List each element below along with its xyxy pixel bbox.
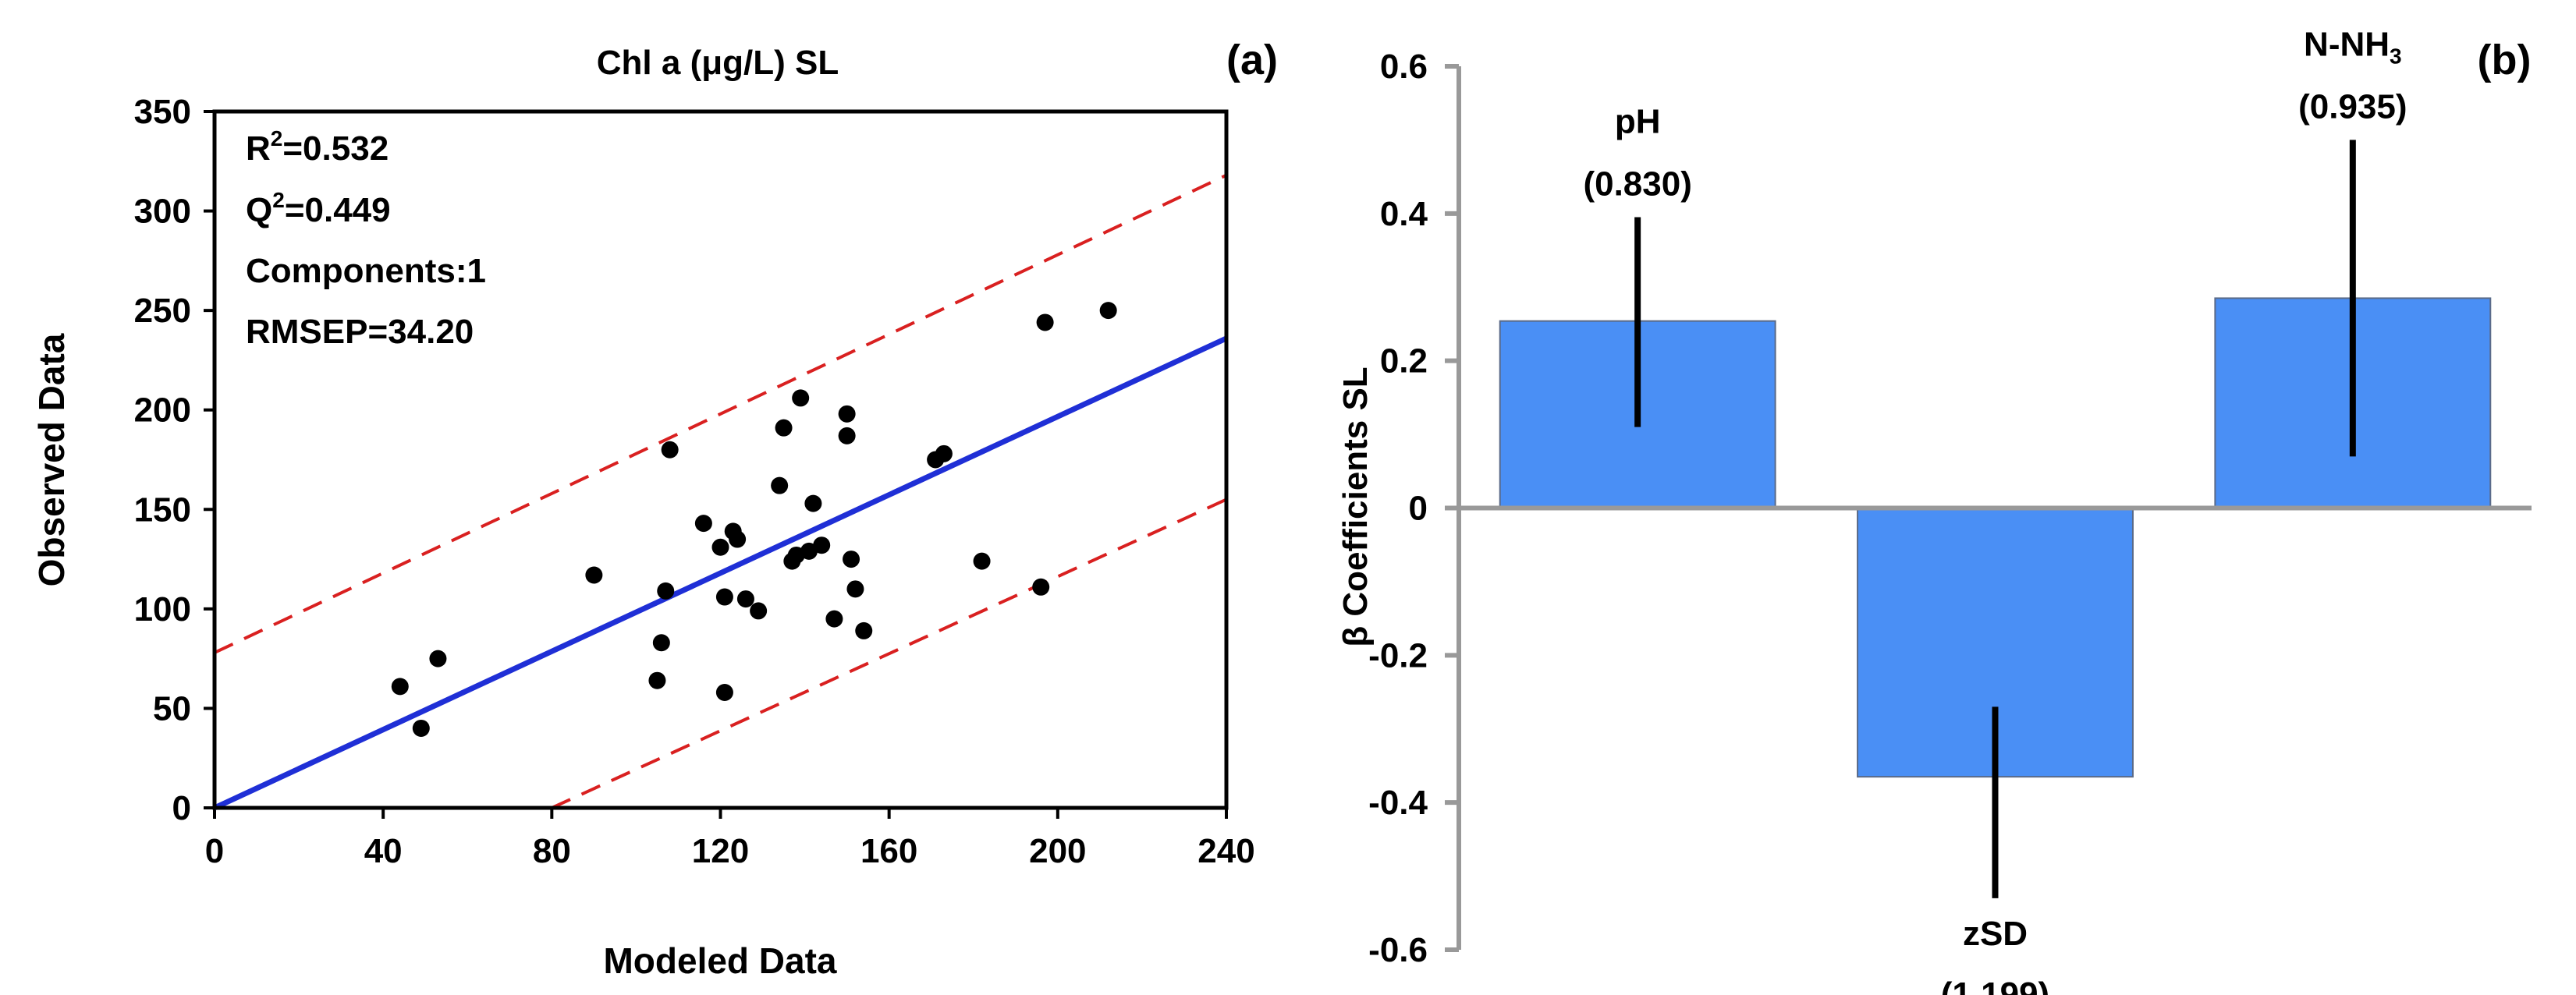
scatter-x-tick-label: 0: [205, 832, 224, 870]
bar-y-tick-label: 0.2: [1380, 342, 1428, 381]
panel-label-a: (a): [1226, 37, 1278, 83]
r2-superscript: 2: [271, 126, 283, 150]
bar-y-tick-label: 0.4: [1380, 195, 1428, 233]
coefficient-bars: [1499, 297, 2492, 778]
bar-y-tick-label: -0.4: [1368, 784, 1428, 822]
data-point: [825, 610, 843, 628]
q2-superscript: 2: [272, 188, 285, 212]
scatter-x-tick-label: 80: [533, 832, 571, 870]
r2-label: R: [246, 129, 271, 168]
bar-label-vip: (0.935): [2298, 87, 2407, 126]
scatter-y-tick-label: 0: [172, 789, 191, 827]
scatter-x-tick-labels: 0 40 80 120 160 200 240: [205, 832, 1255, 870]
data-point: [935, 444, 953, 462]
scatter-y-tick-label: 50: [153, 689, 191, 728]
scatter-y-axis-label: Observed Data: [31, 333, 72, 586]
bar-label-text: zSD: [1963, 915, 2028, 953]
data-point: [736, 590, 754, 608]
data-point: [711, 538, 729, 556]
scatter-y-tick-label: 250: [134, 292, 191, 330]
scatter-y-tick-label: 150: [134, 490, 191, 529]
bar-labels: pH (0.830) zSD (1.199) N-NH3 (0.935): [1583, 25, 2407, 995]
data-point: [648, 671, 666, 689]
bar-y-tick-label: -0.6: [1368, 931, 1428, 969]
scatter-x-tick-label: 240: [1198, 832, 1254, 870]
q2-stat: Q2=0.449: [246, 188, 391, 229]
data-point: [652, 634, 670, 652]
bar-label-subscript: 3: [2390, 44, 2402, 68]
data-point: [855, 621, 873, 639]
data-point: [771, 476, 789, 494]
bar-label-name: pH: [1615, 103, 1661, 141]
bar-label-text: N-NH: [2304, 25, 2390, 63]
data-point: [715, 684, 733, 702]
bar-y-axis-label: β Coefficients SL: [1336, 366, 1375, 646]
scatter-plot-frame: [212, 109, 1229, 810]
lower-prediction-bound: [551, 498, 1227, 809]
bar-panel: (b) 0.6 0.4 0.2 0 -0.2 -0.4 -0.6 pH (0.830) zSD (…: [1336, 25, 2532, 995]
data-point: [429, 650, 447, 667]
scatter-x-axis-label: Modeled Data: [603, 940, 836, 981]
rmsep-stat: RMSEP=34.20: [246, 313, 474, 351]
data-point: [694, 515, 712, 533]
scatter-y-tick-labels: 0 50 100 150 200 250 300 350: [134, 93, 191, 827]
scatter-y-tick-label: 100: [134, 590, 191, 629]
bar-label-text: pH: [1615, 103, 1661, 141]
data-point: [838, 405, 856, 423]
data-point: [846, 580, 864, 598]
scatter-x-tick-label: 160: [860, 832, 917, 870]
scatter-x-tick-label: 200: [1029, 832, 1086, 870]
data-point: [838, 427, 856, 444]
data-point: [750, 602, 768, 620]
components-stat: Components:1: [246, 252, 486, 290]
panel-label-b: (b): [2478, 37, 2532, 83]
bar-label-vip: (1.199): [1941, 976, 2049, 995]
bar-y-axis: [1445, 64, 1461, 952]
data-point: [585, 566, 603, 584]
bar-label-name: N-NH3: [2304, 25, 2402, 68]
data-point: [973, 552, 991, 570]
q2-label: Q: [246, 191, 272, 229]
q2-value: =0.449: [285, 191, 391, 229]
bar-y-tick-labels: 0.6 0.4 0.2 0 -0.2 -0.4 -0.6: [1368, 48, 1428, 969]
data-point: [1099, 302, 1117, 320]
data-point: [391, 678, 409, 696]
model-stats: R2=0.532 Q2=0.449 Components:1 RMSEP=34.…: [246, 126, 486, 351]
error-bars: [1634, 140, 2356, 898]
scatter-y-tick-label: 350: [134, 93, 191, 131]
scatter-x-tick-label: 40: [364, 832, 403, 870]
upper-prediction-bound: [214, 173, 1227, 654]
data-point: [661, 441, 679, 459]
scatter-y-tick-label: 300: [134, 193, 191, 231]
bar-y-tick-label: 0: [1409, 490, 1428, 528]
data-point: [1036, 313, 1054, 331]
bar-y-tick-label: -0.2: [1368, 636, 1428, 675]
regression-line: [213, 335, 1228, 811]
scatter-y-tick-label: 200: [134, 391, 191, 430]
scatter-x-tick-label: 120: [692, 832, 749, 870]
scatter-title: Chl a (μg/L) SL: [597, 44, 839, 82]
scatter-points: [391, 302, 1117, 737]
bar-label-name: zSD: [1963, 915, 2028, 953]
r2-stat: R2=0.532: [246, 126, 389, 168]
data-point: [775, 419, 793, 437]
data-point: [843, 551, 860, 568]
data-point: [792, 389, 810, 407]
data-point: [813, 536, 831, 554]
data-point: [729, 530, 747, 548]
scatter-panel: Chl a (μg/L) SL (a) 0 50 100 150 200 250 300 35…: [31, 37, 1278, 981]
data-point: [715, 588, 733, 606]
bar-y-tick-label: 0.6: [1380, 48, 1428, 86]
data-point: [412, 719, 430, 737]
data-point: [804, 494, 822, 512]
data-point: [657, 582, 675, 600]
r2-value: =0.532: [282, 129, 389, 168]
data-point: [1032, 578, 1050, 596]
bar-label-vip: (0.830): [1583, 165, 1691, 204]
